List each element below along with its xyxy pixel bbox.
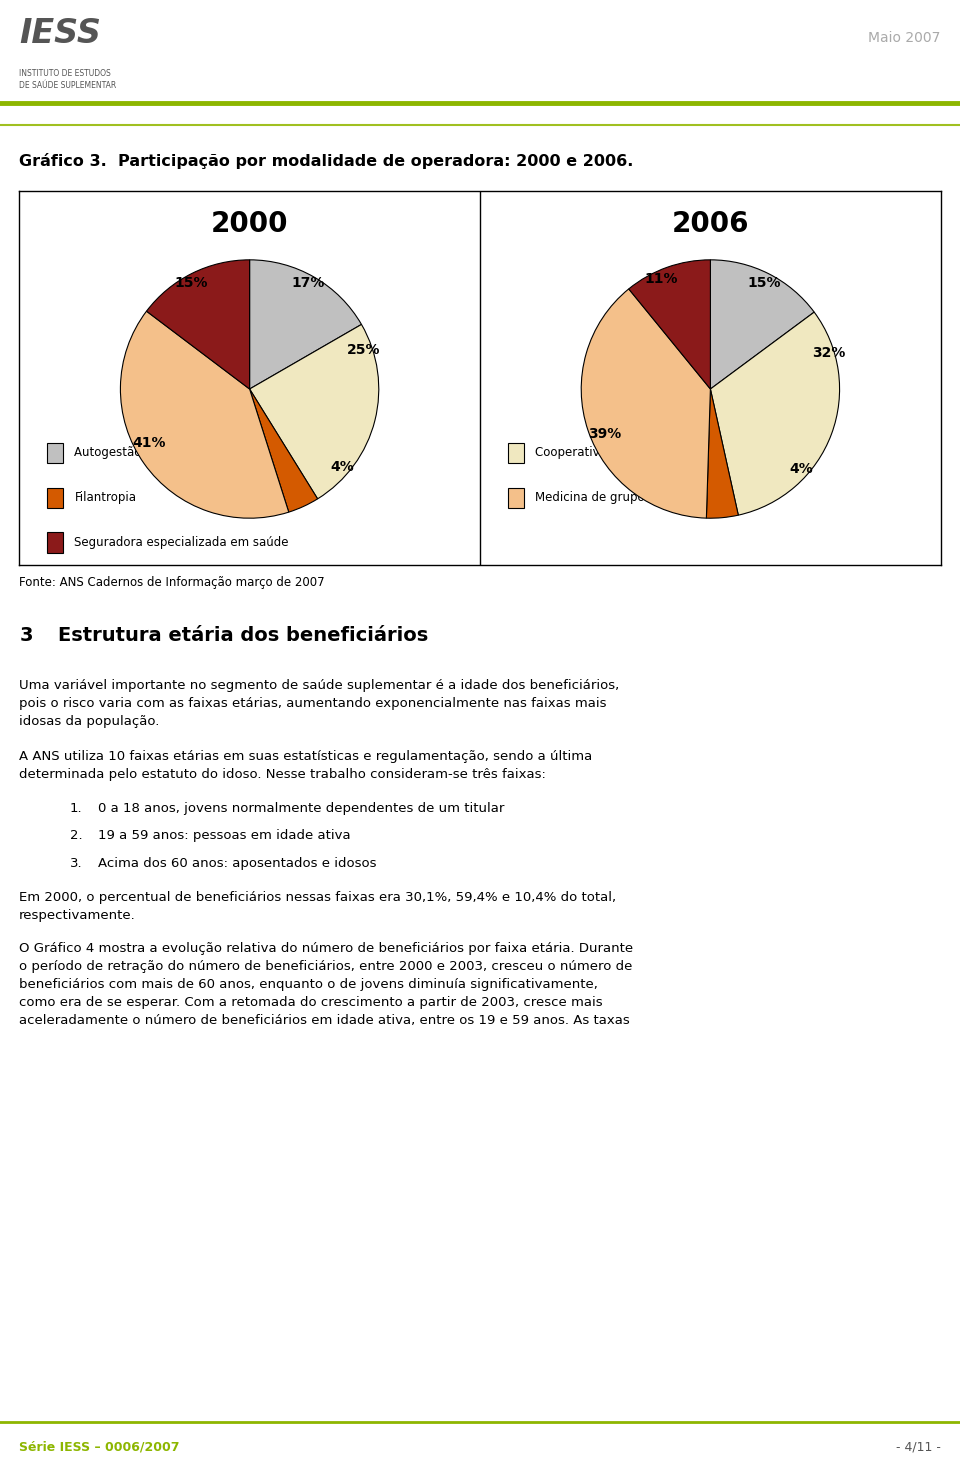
Wedge shape	[710, 260, 814, 389]
Wedge shape	[147, 260, 250, 389]
Text: 15%: 15%	[175, 276, 208, 291]
Wedge shape	[710, 313, 840, 515]
Text: 0 a 18 anos, jovens normalmente dependentes de um titular: 0 a 18 anos, jovens normalmente dependen…	[98, 802, 504, 815]
Text: O Gráfico 4 mostra a evolução relativa do número de beneficiários por faixa etár: O Gráfico 4 mostra a evolução relativa d…	[19, 942, 634, 1028]
Wedge shape	[629, 260, 710, 389]
Text: 4%: 4%	[789, 462, 813, 476]
Text: 11%: 11%	[644, 272, 678, 286]
Text: 1.: 1.	[70, 802, 83, 815]
Text: Filantropia: Filantropia	[75, 492, 136, 505]
Text: Autogestão patrocinada: Autogestão patrocinada	[75, 446, 216, 459]
Bar	[508, 442, 524, 464]
Text: 3: 3	[19, 627, 33, 644]
Text: 4%: 4%	[331, 459, 354, 474]
Bar	[47, 487, 63, 508]
Text: INSTITUTO DE ESTUDOS
DE SAÚDE SUPLEMENTAR: INSTITUTO DE ESTUDOS DE SAÚDE SUPLEMENTA…	[19, 69, 116, 90]
Text: Maio 2007: Maio 2007	[869, 31, 941, 46]
Text: Cooperativa médica: Cooperativa médica	[536, 446, 654, 459]
Text: Acima dos 60 anos: aposentados e idosos: Acima dos 60 anos: aposentados e idosos	[98, 857, 376, 871]
Text: 39%: 39%	[588, 427, 621, 442]
Text: A ANS utiliza 10 faixas etárias em suas estatísticas e regulamentação, sendo a ú: A ANS utiliza 10 faixas etárias em suas …	[19, 750, 592, 781]
Text: Estrutura etária dos beneficiários: Estrutura etária dos beneficiários	[58, 627, 428, 644]
Text: 41%: 41%	[132, 436, 165, 451]
Wedge shape	[250, 260, 362, 389]
Bar	[508, 487, 524, 508]
Text: Em 2000, o percentual de beneficiários nessas faixas era 30,1%, 59,4% e 10,4% do: Em 2000, o percentual de beneficiários n…	[19, 891, 616, 922]
Text: Série IESS – 0006/2007: Série IESS – 0006/2007	[19, 1440, 180, 1453]
Wedge shape	[120, 311, 289, 518]
Text: 19 a 59 anos: pessoas em idade ativa: 19 a 59 anos: pessoas em idade ativa	[98, 829, 350, 843]
Text: 2000: 2000	[211, 210, 288, 238]
Text: - 4/11 -: - 4/11 -	[896, 1440, 941, 1453]
Text: Gráfico 3.  Participação por modalidade de operadora: 2000 e 2006.: Gráfico 3. Participação por modalidade d…	[19, 154, 634, 169]
Text: 17%: 17%	[291, 276, 324, 291]
Text: Fonte: ANS Cadernos de Informação março de 2007: Fonte: ANS Cadernos de Informação março …	[19, 577, 324, 589]
Text: 2006: 2006	[672, 210, 749, 238]
Text: 32%: 32%	[812, 346, 846, 360]
Wedge shape	[250, 389, 318, 512]
Wedge shape	[250, 324, 379, 499]
Bar	[47, 533, 63, 553]
Text: Medicina de grupo: Medicina de grupo	[536, 492, 645, 505]
Text: 15%: 15%	[748, 276, 781, 291]
Text: 25%: 25%	[347, 344, 380, 357]
Bar	[47, 442, 63, 464]
Text: 3.: 3.	[70, 857, 83, 871]
Text: 2.: 2.	[70, 829, 83, 843]
Text: IESS: IESS	[19, 18, 101, 50]
Text: Uma variável importante no segmento de saúde suplementar é a idade dos beneficiá: Uma variável importante no segmento de s…	[19, 680, 619, 728]
Wedge shape	[581, 289, 710, 518]
Text: Seguradora especializada em saúde: Seguradora especializada em saúde	[75, 536, 289, 549]
Wedge shape	[707, 389, 738, 518]
